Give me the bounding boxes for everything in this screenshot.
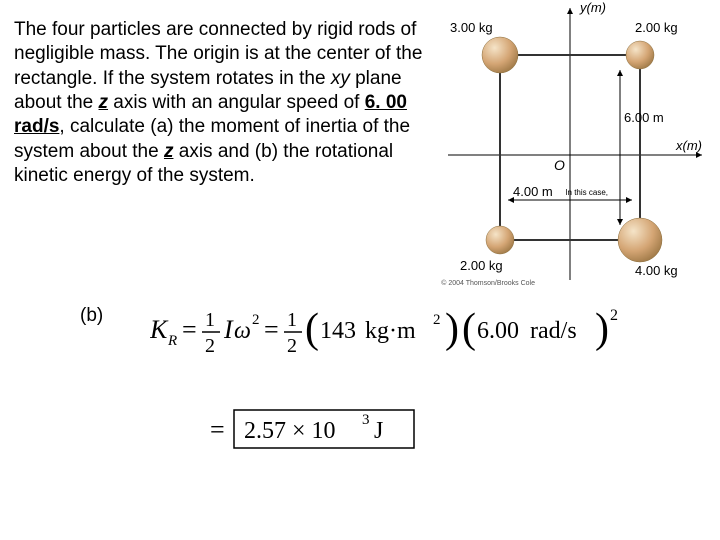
- problem-mid2: axis with an angular speed of: [108, 92, 365, 113]
- kinetic-energy-equation: K R = 1 2 I ω 2 = 1 2 ( 143 kg·m 2 ) ( 6…: [150, 300, 700, 360]
- svg-text:6.00: 6.00: [477, 318, 519, 344]
- x-axis-label: x(m): [675, 138, 702, 153]
- svg-text:J: J: [374, 418, 383, 444]
- label-mass-br: 4.00 kg: [635, 263, 678, 278]
- svg-text:=: =: [182, 315, 197, 344]
- svg-text:3: 3: [362, 412, 370, 428]
- physics-diagram: y(m) x(m) O 6.00 m 4.00 m 3.00 kg 2.00 k…: [440, 0, 710, 290]
- svg-text:I: I: [223, 315, 234, 344]
- height-label: 6.00 m: [624, 110, 664, 125]
- origin-label: O: [554, 157, 565, 173]
- svg-text:R: R: [167, 333, 177, 349]
- svg-text:kg·m: kg·m: [365, 318, 416, 344]
- svg-text:2: 2: [610, 307, 618, 324]
- mass-top-right: [626, 41, 654, 69]
- svg-text:1: 1: [287, 309, 297, 331]
- svg-text:=: =: [210, 415, 225, 444]
- svg-text:ω: ω: [234, 318, 251, 344]
- part-b-label: (b): [80, 305, 103, 327]
- result-equation: = 2.57 × 10 3 J: [210, 400, 470, 460]
- label-mass-bl: 2.00 kg: [460, 258, 503, 273]
- width-label: 4.00 m: [513, 184, 553, 199]
- svg-text:): ): [445, 306, 459, 352]
- label-mass-tr: 2.00 kg: [635, 20, 678, 35]
- svg-text:(: (: [462, 306, 476, 352]
- svg-text:): ): [595, 306, 609, 352]
- svg-text:143: 143: [320, 318, 356, 344]
- problem-statement: The four particles are connected by rigi…: [14, 18, 434, 188]
- z-axis-1: z: [99, 92, 109, 113]
- mass-bottom-right: [618, 218, 662, 262]
- label-mass-tl: 3.00 kg: [450, 20, 493, 35]
- svg-text:(: (: [305, 306, 319, 352]
- svg-text:2: 2: [205, 335, 215, 357]
- svg-text:=: =: [264, 315, 279, 344]
- y-axis-label: y(m): [579, 0, 606, 15]
- xy-plane: xy: [331, 68, 350, 89]
- mass-top-left: [482, 37, 518, 73]
- svg-text:rad/s: rad/s: [530, 318, 577, 344]
- svg-text:2: 2: [287, 335, 297, 357]
- svg-text:2.57 × 10: 2.57 × 10: [244, 418, 336, 444]
- svg-text:1: 1: [205, 309, 215, 331]
- mass-bottom-left: [486, 226, 514, 254]
- svg-text:2: 2: [433, 312, 441, 328]
- svg-text:K: K: [150, 315, 169, 344]
- svg-text:2: 2: [252, 312, 260, 328]
